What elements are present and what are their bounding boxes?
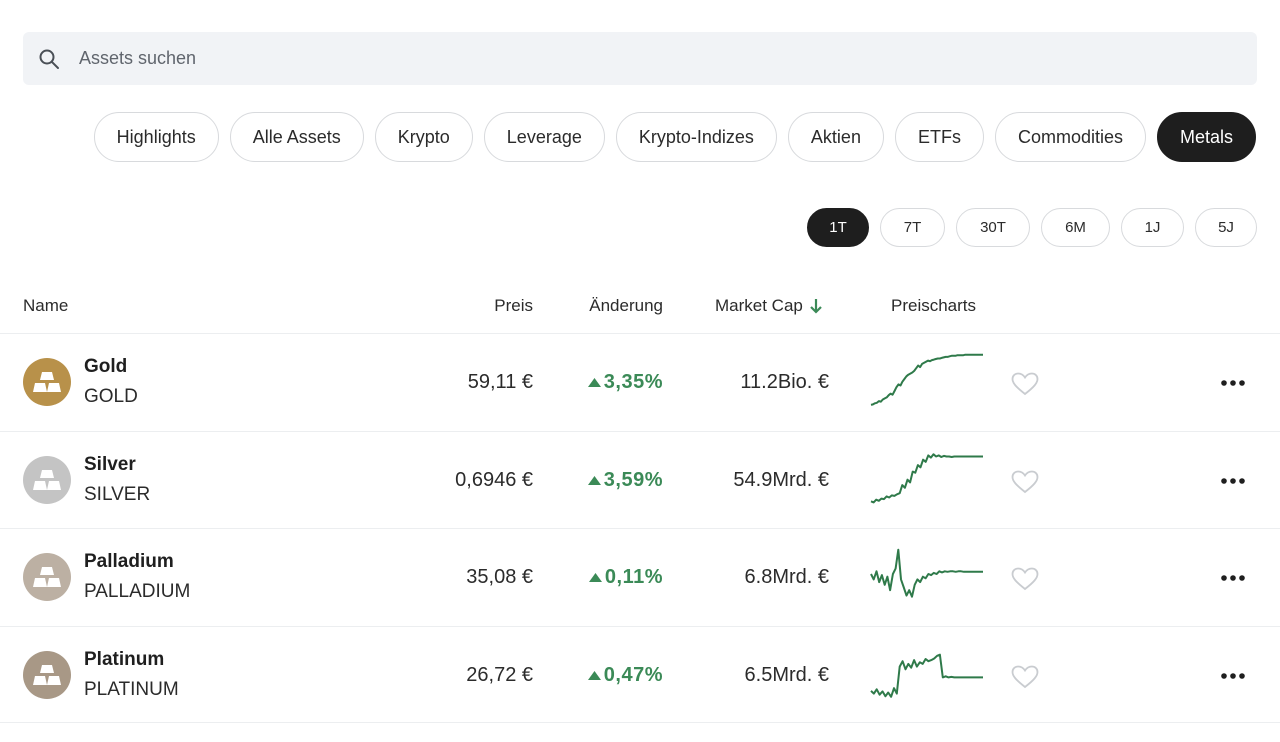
category-tab-commodities[interactable]: Commodities	[994, 112, 1146, 162]
asset-change-value: 3,59%	[603, 468, 663, 491]
asset-change: 3,35%	[587, 371, 663, 394]
asset-name: Gold	[84, 356, 128, 377]
column-header-price-chart: Preischarts	[891, 296, 977, 315]
period-button-1j[interactable]: 1J	[1121, 208, 1184, 247]
asset-market-cap: 6.8Mrd. €	[744, 566, 829, 588]
category-tab-metals[interactable]: Metals	[1156, 112, 1256, 162]
favorite-heart-icon[interactable]	[1011, 372, 1039, 396]
asset-change-value: 0,47%	[603, 663, 663, 686]
period-button-7t[interactable]: 7T	[880, 208, 945, 247]
more-options-icon[interactable]	[1220, 379, 1246, 387]
asset-name: Palladium	[84, 551, 174, 572]
triangle-up-icon	[588, 573, 602, 582]
asset-price: 35,08 €	[466, 566, 533, 588]
metal-bars-icon	[33, 372, 61, 392]
category-tab-leverage[interactable]: Leverage	[483, 112, 605, 162]
asset-market-cap: 54.9Mrd. €	[733, 468, 829, 491]
column-header-change[interactable]: Änderung	[589, 296, 663, 315]
asset-change-value: 3,35%	[603, 371, 663, 393]
column-header-name[interactable]: Name	[23, 296, 69, 315]
asset-market-cap: 11.2Bio. €	[740, 371, 829, 393]
category-tab-etfs[interactable]: ETFs	[894, 112, 984, 162]
asset-table: Gold GOLD 59,11 € 3,35% 11.2Bio. € Silver SILV…	[0, 333, 1280, 723]
asset-logo	[23, 650, 71, 699]
sparkline-line	[870, 353, 983, 406]
search-input[interactable]	[79, 32, 1229, 85]
period-selector: 1T 7T 30T 6M 1J 5J	[807, 208, 1257, 247]
asset-symbol: SILVER	[84, 483, 151, 505]
period-button-1t[interactable]: 1T	[807, 208, 869, 247]
asset-name: Platinum	[84, 648, 165, 670]
asset-logo	[23, 553, 71, 601]
favorite-heart-icon[interactable]	[1011, 567, 1039, 591]
category-tab-krypto[interactable]: Krypto	[374, 112, 473, 162]
price-sparkline[interactable]	[870, 545, 984, 603]
table-row[interactable]: Silver SILVER 0,6946 € 3,59% 54.9Mrd. €	[0, 430, 1280, 529]
period-button-6m[interactable]: 6M	[1041, 208, 1110, 247]
category-tab-krypto-indizes[interactable]: Krypto-Indizes	[615, 112, 777, 162]
asset-name: Silver	[84, 453, 136, 475]
asset-change: 0,11%	[588, 566, 663, 589]
sparkline-line	[870, 548, 983, 598]
more-options-icon[interactable]	[1220, 672, 1246, 680]
price-sparkline[interactable]	[870, 448, 984, 506]
metal-bars-icon	[33, 664, 61, 685]
column-header-market-cap[interactable]: Market Cap	[715, 296, 823, 316]
favorite-heart-icon[interactable]	[1011, 665, 1039, 689]
triangle-up-icon	[587, 378, 601, 387]
table-row[interactable]: Gold GOLD 59,11 € 3,35% 11.2Bio. €	[0, 333, 1280, 431]
column-header-price[interactable]: Preis	[494, 296, 533, 315]
period-button-5j[interactable]: 5J	[1195, 208, 1257, 247]
favorite-heart-icon[interactable]	[1011, 470, 1039, 494]
asset-price: 59,11 €	[467, 371, 533, 393]
asset-price: 0,6946 €	[455, 468, 533, 491]
asset-change-value: 0,11%	[604, 566, 663, 588]
table-row[interactable]: Platinum PLATINUM 26,72 € 0,47% 6.5Mrd. €	[0, 625, 1280, 723]
asset-change: 3,59%	[587, 468, 663, 492]
metal-bars-icon	[33, 567, 61, 587]
more-options-icon[interactable]	[1220, 477, 1246, 485]
column-header-market-cap-label: Market Cap	[715, 296, 803, 315]
asset-symbol: GOLD	[84, 386, 138, 407]
asset-logo	[23, 455, 71, 504]
sparkline-line	[870, 653, 983, 698]
price-sparkline[interactable]	[870, 643, 984, 701]
metal-bars-icon	[33, 469, 61, 490]
period-button-30t[interactable]: 30T	[956, 208, 1030, 247]
category-tab-highlights[interactable]: Highlights	[93, 112, 219, 162]
more-options-icon[interactable]	[1220, 574, 1246, 582]
arrow-down-icon	[810, 299, 822, 314]
category-tab-aktien[interactable]: Aktien	[787, 112, 884, 162]
asset-symbol: PALLADIUM	[84, 581, 191, 602]
asset-symbol: PLATINUM	[84, 678, 179, 700]
asset-change: 0,47%	[587, 663, 663, 687]
price-sparkline[interactable]	[870, 350, 984, 408]
asset-logo	[23, 358, 71, 406]
sparkline-line	[870, 452, 983, 503]
category-tab-alle-assets[interactable]: Alle Assets	[229, 112, 364, 162]
table-header: Name Preis Änderung Market Cap Preischar…	[0, 290, 1280, 324]
table-row[interactable]: Palladium PALLADIUM 35,08 € 0,11% 6.8Mrd. €	[0, 528, 1280, 626]
asset-price: 26,72 €	[466, 663, 533, 686]
asset-market-cap: 6.5Mrd. €	[744, 663, 829, 686]
search-icon	[39, 49, 59, 69]
category-filter-bar: Highlights Alle Assets Krypto Leverage Krypt…	[93, 112, 1256, 162]
triangle-up-icon	[587, 475, 601, 485]
triangle-up-icon	[587, 670, 601, 680]
